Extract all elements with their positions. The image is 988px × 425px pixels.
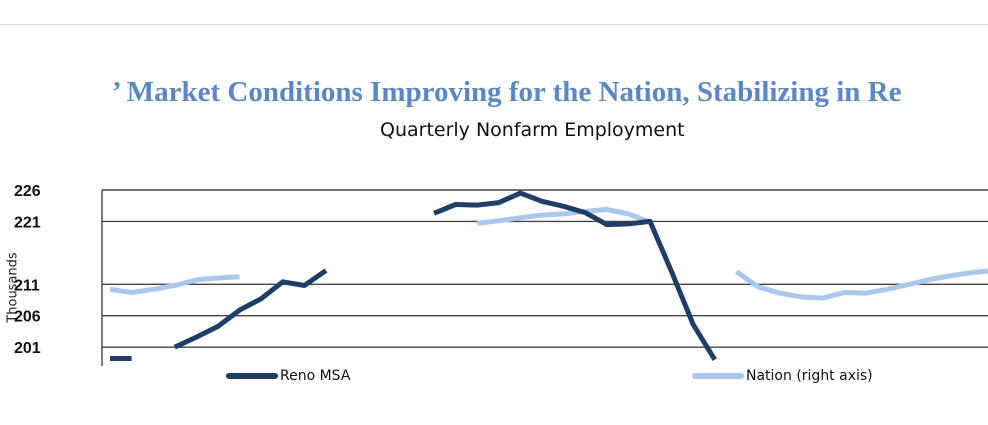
series-line-reno-msa bbox=[110, 190, 717, 362]
top-divider bbox=[0, 24, 988, 25]
slide-headline: ’ Market Conditions Improving for the Na… bbox=[112, 76, 902, 108]
y-tick-label-211: 211 bbox=[14, 277, 40, 294]
legend-swatch-nation bbox=[692, 373, 744, 379]
y-tick-label-201: 201 bbox=[14, 340, 41, 357]
y-tick-label-206: 206 bbox=[14, 309, 41, 326]
y-tick-label-221: 221 bbox=[14, 214, 41, 231]
legend-item-reno: Reno MSA bbox=[226, 368, 350, 384]
legend-swatch-reno bbox=[226, 373, 278, 379]
chart-title: Quarterly Nonfarm Employment bbox=[380, 119, 685, 141]
gridlines bbox=[102, 189, 988, 348]
legend-label-nation: Nation (right axis) bbox=[746, 368, 873, 384]
legend-item-nation: Nation (right axis) bbox=[692, 368, 873, 384]
legend-label-reno: Reno MSA bbox=[280, 368, 351, 384]
y-tick-label-226: 226 bbox=[14, 183, 41, 200]
series-line-nation bbox=[109, 207, 988, 301]
